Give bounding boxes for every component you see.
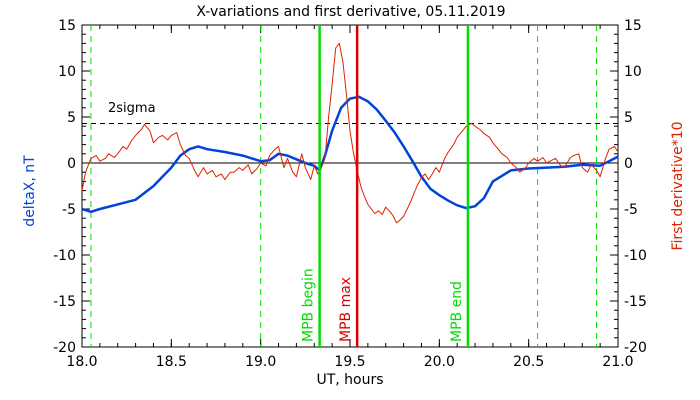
y-tick-label-right: 15	[624, 18, 642, 34]
y-tick-label-left: 15	[58, 18, 76, 34]
x-tick-label: 18.0	[66, 354, 97, 370]
y-tick-label-right: -20	[624, 340, 647, 356]
marker-label: MPB max	[338, 277, 354, 342]
y-tick-label-left: -5	[62, 202, 76, 218]
sigma-label: 2sigma	[108, 101, 156, 116]
y-tick-label-right: 5	[624, 110, 633, 126]
x-tick-label: 20.5	[513, 354, 544, 370]
y-axis-right: 15 10 5 0 -5 -10 -15 -20	[610, 18, 647, 356]
y-tick-label-left: 0	[67, 156, 76, 172]
chart-title: X-variations and first derivative, 05.11…	[196, 4, 505, 20]
marker-label: MPB end	[449, 281, 465, 342]
y-axis-label-right: First derivative*10	[670, 121, 686, 250]
marker-label: MPB begin	[301, 268, 317, 342]
deltax-series-line	[81, 95, 619, 214]
y-tick-label-left: -20	[53, 340, 76, 356]
y-tick-label-right: -10	[624, 248, 647, 264]
x-tick-label: 18.5	[156, 354, 187, 370]
y-tick-label-left: 5	[67, 110, 76, 126]
y-tick-label-left: -15	[53, 294, 76, 310]
y-axis-left: 15 10 5 0 -5 -10 -15 -20	[53, 18, 90, 356]
y-tick-label-left: 10	[58, 64, 76, 80]
x-tick-label: 21.0	[602, 354, 633, 370]
x-axis-label: UT, hours	[316, 372, 383, 388]
y-tick-label-right: -15	[624, 294, 647, 310]
marker-lines: MPB begin MPB max MPB end	[301, 25, 470, 347]
y-tick-label-right: 10	[624, 64, 642, 80]
series-layer	[81, 42, 619, 224]
y-tick-label-right: 0	[624, 156, 633, 172]
x-tick-label: 19.5	[334, 354, 365, 370]
y-axis-label-left: deltaX, nT	[22, 155, 38, 227]
y-tick-label-left: -10	[53, 248, 76, 264]
x-axis: 18.0 18.5 19.0 19.5 20.0 20.5 21.0	[66, 25, 634, 370]
y-tick-label-right: -5	[624, 202, 638, 218]
derivative-series-line	[81, 42, 619, 224]
x-tick-label: 20.0	[424, 354, 455, 370]
x-tick-label: 19.0	[245, 354, 276, 370]
